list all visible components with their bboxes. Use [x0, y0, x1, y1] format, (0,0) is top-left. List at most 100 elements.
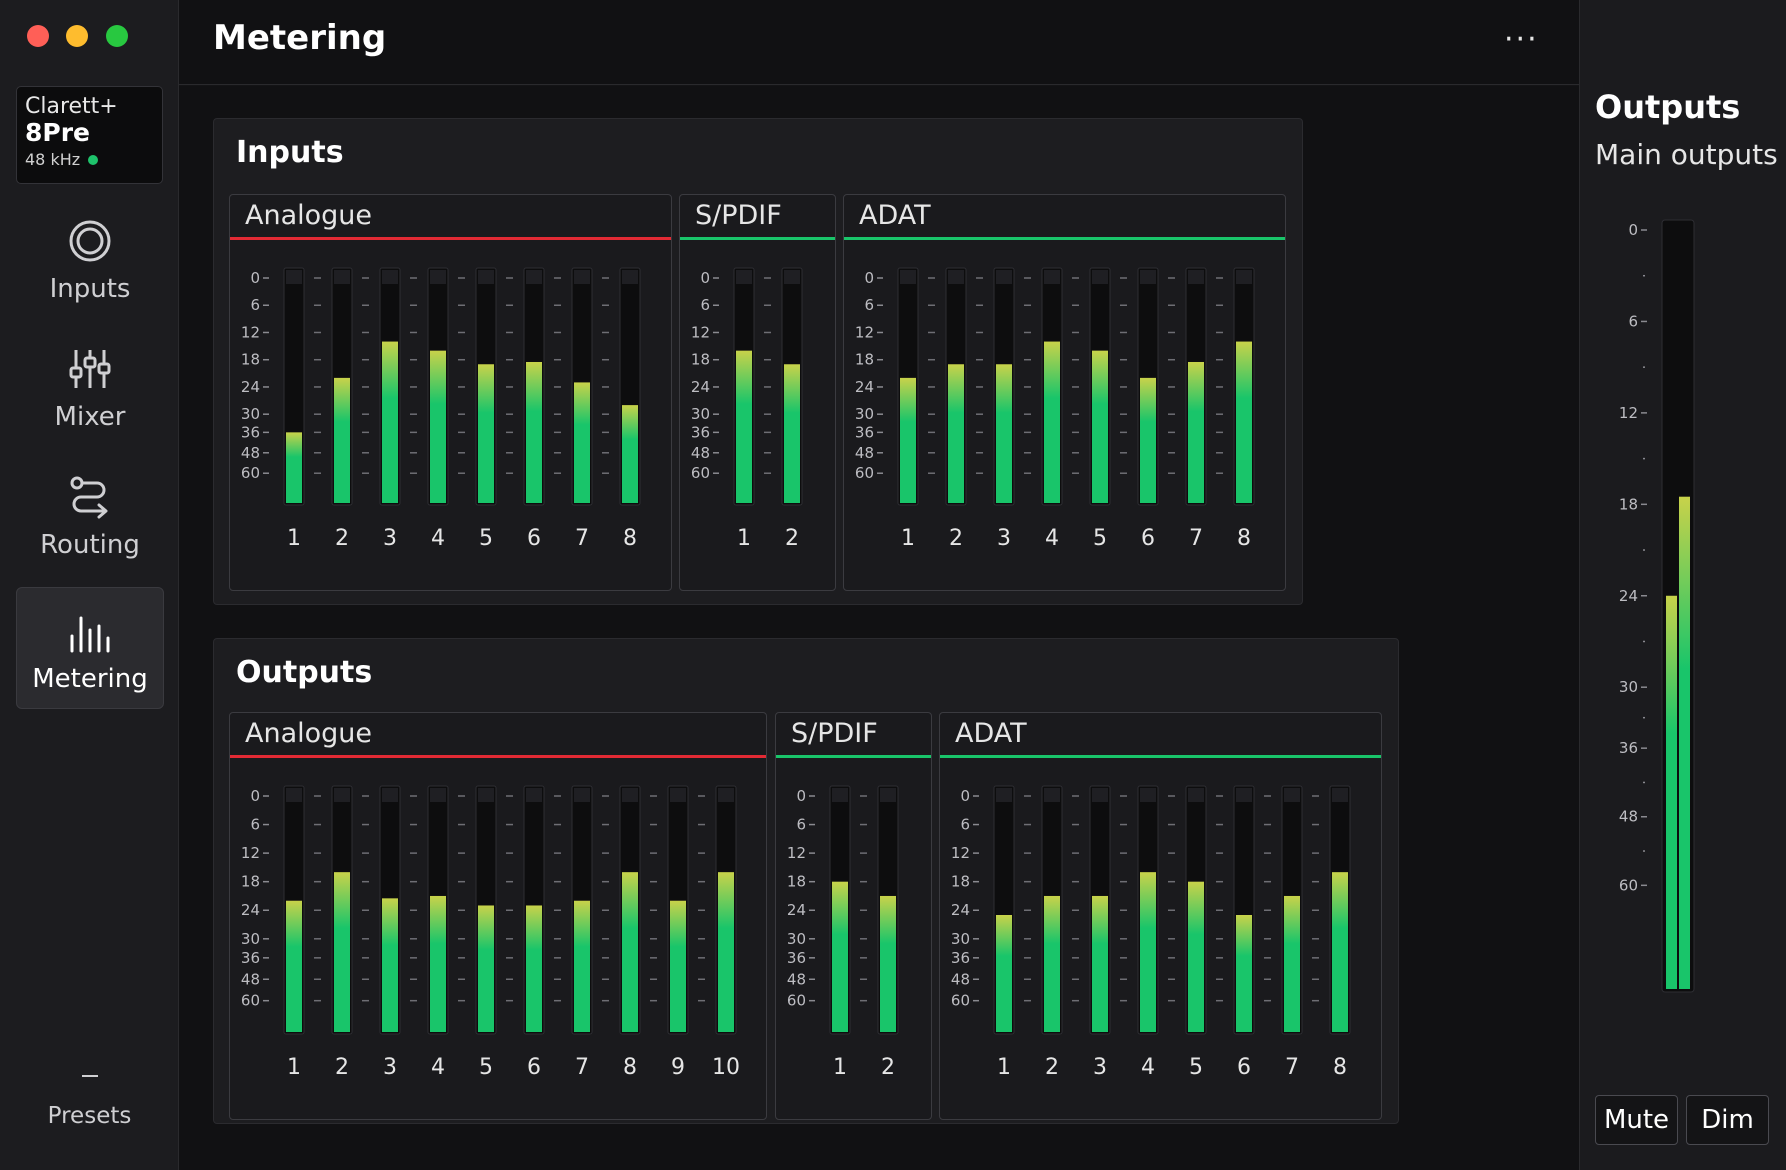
scale-label: 36: [787, 949, 806, 967]
meter-level-bar: [334, 872, 350, 1032]
scale-label: 30: [787, 930, 806, 948]
group-title: Analogue: [230, 713, 766, 758]
clip-indicator: [1140, 270, 1156, 284]
meter-level-bar: [382, 898, 398, 1032]
main-output-meter: 0 6 12 18 24 30 36 48 60: [1619, 219, 1695, 993]
meter-level-bar: [1666, 595, 1677, 989]
group-title: Analogue: [230, 195, 671, 240]
clip-indicator: [622, 270, 638, 284]
meter-level-bar: [1140, 377, 1156, 503]
scale-label: 60: [855, 464, 874, 482]
clip-indicator: [1044, 788, 1060, 802]
meter-group-spdif-inputs: S/PDIF 0 6 12 18 24 30 36 48 60 1 2: [679, 194, 836, 591]
meter-level-bar: [430, 350, 446, 503]
meter-level-bar: [1188, 881, 1204, 1032]
scale-label: 6: [1628, 312, 1638, 330]
inputs-icon: [69, 220, 111, 262]
channel-number: 1: [287, 526, 301, 551]
channel-number: 6: [1141, 526, 1155, 551]
channel-number: 6: [527, 1055, 541, 1080]
meter-level-bar: [574, 900, 590, 1032]
meter-group-adat-outputs: ADAT 0 6 12 18 24 30 36 48 60 1 2 3 4 5 6 7 8: [939, 712, 1382, 1120]
scale-label: 60: [241, 464, 260, 482]
meter-level-bar: [1332, 872, 1348, 1032]
clip-indicator: [526, 788, 542, 802]
scale-label: 60: [691, 464, 710, 482]
scale-label: 24: [951, 901, 970, 919]
device-selector[interactable]: Clarett+ 8Pre 48 kHz: [16, 86, 163, 184]
sidebar-item-label: Inputs: [49, 274, 131, 304]
meter-level-bar: [526, 905, 542, 1032]
clip-indicator: [996, 270, 1012, 284]
sidebar-item-label: Mixer: [54, 402, 126, 432]
device-brand: Clarett+: [25, 94, 118, 119]
scale-label: 30: [241, 405, 260, 423]
scale-label: 6: [796, 816, 806, 834]
sidebar-item-mixer[interactable]: Mixer: [16, 324, 164, 446]
sidebar-item-routing[interactable]: Routing: [16, 452, 164, 574]
clip-indicator: [784, 270, 800, 284]
meter-level-bar: [478, 364, 494, 503]
more-options-button[interactable]: ···: [1504, 22, 1539, 57]
section-title: Inputs: [236, 135, 344, 170]
meter-level-bar: [996, 915, 1012, 1032]
channel-number: 2: [949, 526, 963, 551]
scale-label: 0: [864, 269, 874, 287]
presets-button[interactable]: Presets: [0, 1075, 179, 1129]
meter-level-bar: [382, 341, 398, 503]
clip-indicator: [382, 788, 398, 802]
clip-indicator: [478, 270, 494, 284]
dim-button[interactable]: Dim: [1686, 1095, 1769, 1145]
mute-button[interactable]: Mute: [1595, 1095, 1678, 1145]
scale-label: 60: [1619, 876, 1638, 894]
meter-level-bar: [334, 377, 350, 503]
scale-label: 60: [787, 992, 806, 1010]
close-window-button[interactable]: [27, 25, 49, 47]
meter-level-bar: [1188, 361, 1204, 503]
scale-label: 60: [951, 992, 970, 1010]
clip-indicator: [1188, 788, 1204, 802]
channel-number: 7: [575, 1055, 589, 1080]
channel-number: 7: [575, 526, 589, 551]
scale-label: 30: [241, 930, 260, 948]
sidebar-item-metering[interactable]: Metering: [16, 587, 164, 709]
scale-label: 18: [951, 873, 970, 891]
meter-level-bar: [900, 377, 916, 503]
scale-label: 12: [951, 844, 970, 862]
meter-level-bar: [1044, 341, 1060, 503]
clip-indicator: [382, 270, 398, 284]
clip-indicator: [286, 788, 302, 802]
meter-level-bar: [832, 881, 848, 1032]
meter-level-bar: [286, 900, 302, 1032]
scale-label: 48: [855, 444, 874, 462]
clip-indicator: [1044, 270, 1060, 284]
sidebar-item-inputs[interactable]: Inputs: [16, 196, 164, 318]
clip-indicator: [430, 270, 446, 284]
scale-label: 30: [1619, 678, 1638, 696]
group-title: ADAT: [844, 195, 1285, 240]
channel-number: 2: [335, 1055, 349, 1080]
channel-number: 9: [671, 1055, 685, 1080]
channel-number: 5: [479, 1055, 493, 1080]
meter-level-bar: [1092, 350, 1108, 503]
channel-number: 4: [1141, 1055, 1155, 1080]
meter-level-bar: [1044, 895, 1060, 1032]
minimize-window-button[interactable]: [66, 25, 88, 47]
clip-indicator: [478, 788, 494, 802]
header: Metering ···: [179, 0, 1579, 85]
clip-indicator: [1332, 788, 1348, 802]
scale-label: 60: [241, 992, 260, 1010]
channel-number: 5: [479, 526, 493, 551]
channel-number: 6: [1237, 1055, 1251, 1080]
metering-icon: [70, 616, 110, 653]
scale-label: 24: [241, 378, 260, 396]
presets-label: Presets: [47, 1103, 132, 1129]
meter-level-bar: [736, 350, 752, 503]
channel-number: 4: [431, 1055, 445, 1080]
scale-label: 18: [855, 351, 874, 369]
zoom-window-button[interactable]: [106, 25, 128, 47]
scale-label: 12: [241, 844, 260, 862]
clip-indicator: [1092, 788, 1108, 802]
